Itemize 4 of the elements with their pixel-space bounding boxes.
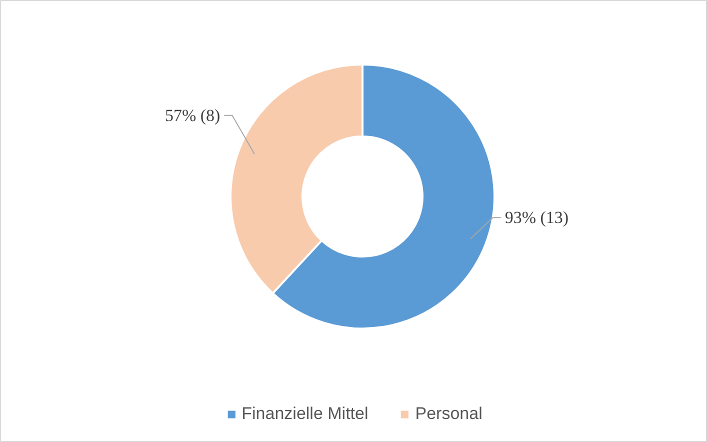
legend-label: Personal xyxy=(415,404,482,424)
data-label: 57% (8) xyxy=(164,106,220,125)
data-label: 93% (13) xyxy=(504,208,569,228)
legend-label: Finanzielle Mittel xyxy=(242,404,368,424)
